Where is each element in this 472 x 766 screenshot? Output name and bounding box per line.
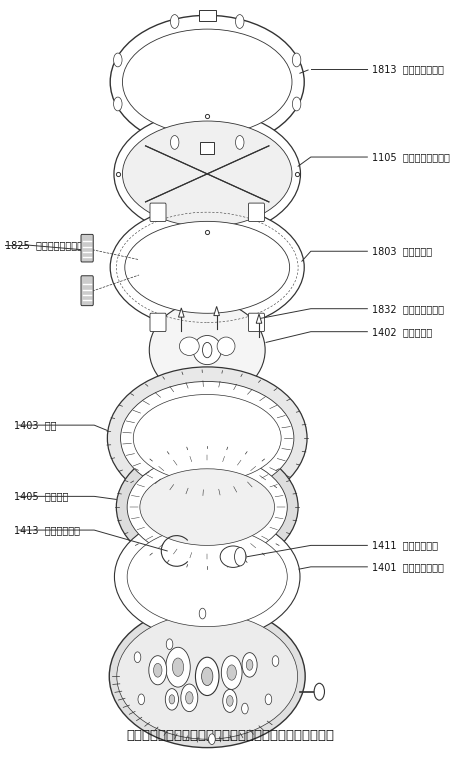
Ellipse shape <box>133 394 281 482</box>
Text: 1803  太陽電池受: 1803 太陽電池受 <box>372 246 432 257</box>
Ellipse shape <box>217 337 235 355</box>
Text: 1401  カレンダー裏板: 1401 カレンダー裏板 <box>372 561 444 572</box>
Text: 1411  早修正レバー: 1411 早修正レバー <box>372 540 438 551</box>
Circle shape <box>149 656 167 685</box>
Circle shape <box>242 703 248 714</box>
Text: 1405  日回し車: 1405 日回し車 <box>14 491 68 502</box>
FancyBboxPatch shape <box>200 142 214 154</box>
Ellipse shape <box>193 336 221 365</box>
Text: 1402  日車押さえ: 1402 日車押さえ <box>372 326 432 337</box>
FancyBboxPatch shape <box>248 313 264 332</box>
Circle shape <box>227 665 236 680</box>
Circle shape <box>223 689 237 712</box>
Circle shape <box>202 342 212 358</box>
FancyBboxPatch shape <box>199 10 216 21</box>
FancyBboxPatch shape <box>150 203 166 221</box>
Text: 水晶式ムーブメント（太陽電池発電式アナログクオーツ）: 水晶式ムーブメント（太陽電池発電式アナログクオーツ） <box>127 729 335 741</box>
FancyBboxPatch shape <box>81 234 93 262</box>
Ellipse shape <box>122 29 292 135</box>
Circle shape <box>202 667 213 686</box>
FancyBboxPatch shape <box>248 203 264 221</box>
Circle shape <box>170 15 179 28</box>
Circle shape <box>114 97 122 111</box>
Ellipse shape <box>107 367 307 509</box>
Circle shape <box>185 692 193 704</box>
Ellipse shape <box>116 443 298 571</box>
Circle shape <box>235 548 246 566</box>
Circle shape <box>272 656 279 666</box>
Ellipse shape <box>110 15 304 149</box>
Ellipse shape <box>114 513 300 640</box>
Ellipse shape <box>127 527 287 627</box>
Circle shape <box>265 694 272 705</box>
Ellipse shape <box>122 121 292 227</box>
Circle shape <box>292 53 301 67</box>
Circle shape <box>181 684 198 712</box>
Circle shape <box>236 15 244 28</box>
Circle shape <box>134 652 141 663</box>
Text: 1825  太陽電池接続ばね: 1825 太陽電池接続ばね <box>5 240 83 250</box>
Text: 1832  日車押さえねじ: 1832 日車押さえねじ <box>372 303 444 314</box>
Circle shape <box>195 657 219 696</box>
Ellipse shape <box>220 546 246 568</box>
Polygon shape <box>178 308 184 317</box>
Ellipse shape <box>149 301 265 399</box>
Ellipse shape <box>179 337 199 355</box>
Circle shape <box>170 136 179 149</box>
Ellipse shape <box>114 111 301 237</box>
Text: 1105  太陽電池ブロック: 1105 太陽電池ブロック <box>372 152 450 162</box>
Ellipse shape <box>125 221 290 313</box>
Circle shape <box>242 653 257 677</box>
Circle shape <box>166 647 190 687</box>
Circle shape <box>221 656 242 689</box>
Circle shape <box>172 658 184 676</box>
Circle shape <box>153 663 162 677</box>
FancyBboxPatch shape <box>150 313 166 332</box>
Polygon shape <box>256 314 262 323</box>
Circle shape <box>138 694 144 705</box>
Text: 1403  日車: 1403 日車 <box>14 420 57 430</box>
Ellipse shape <box>117 614 298 739</box>
Circle shape <box>292 97 301 111</box>
Circle shape <box>114 53 122 67</box>
Circle shape <box>169 695 175 704</box>
Text: 1413  日ジャンパー: 1413 日ジャンパー <box>14 525 80 535</box>
Ellipse shape <box>120 381 294 495</box>
Ellipse shape <box>140 469 275 545</box>
Circle shape <box>199 608 206 619</box>
Ellipse shape <box>110 205 304 329</box>
Circle shape <box>166 639 173 650</box>
Ellipse shape <box>109 605 305 748</box>
Circle shape <box>165 689 178 710</box>
FancyBboxPatch shape <box>81 276 93 306</box>
Circle shape <box>227 696 233 706</box>
Polygon shape <box>214 306 219 316</box>
Circle shape <box>314 683 324 700</box>
Circle shape <box>236 136 244 149</box>
Ellipse shape <box>127 455 287 559</box>
Circle shape <box>209 734 215 745</box>
Circle shape <box>246 660 253 670</box>
Text: 1813  太陽電池支持枠: 1813 太陽電池支持枠 <box>372 64 444 74</box>
